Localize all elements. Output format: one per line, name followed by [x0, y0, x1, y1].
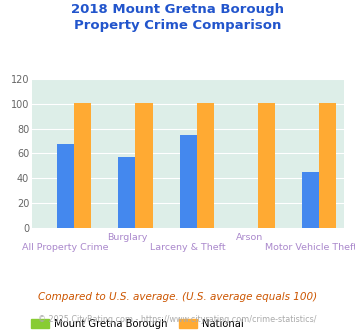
Text: Burglary: Burglary — [107, 233, 147, 242]
Text: 2018 Mount Gretna Borough
Property Crime Comparison: 2018 Mount Gretna Borough Property Crime… — [71, 3, 284, 32]
Bar — [258, 103, 275, 228]
Bar — [319, 103, 337, 228]
Text: © 2025 CityRating.com - https://www.cityrating.com/crime-statistics/: © 2025 CityRating.com - https://www.city… — [38, 315, 317, 324]
Bar — [180, 135, 197, 228]
Bar — [57, 144, 74, 228]
Bar — [197, 103, 214, 228]
Text: Arson: Arson — [236, 233, 263, 242]
Text: Larceny & Theft: Larceny & Theft — [150, 243, 226, 251]
Bar — [74, 103, 91, 228]
Text: All Property Crime: All Property Crime — [22, 243, 109, 251]
Text: Motor Vehicle Theft: Motor Vehicle Theft — [265, 243, 355, 251]
Bar — [302, 172, 319, 228]
Bar — [118, 157, 136, 228]
Text: Compared to U.S. average. (U.S. average equals 100): Compared to U.S. average. (U.S. average … — [38, 292, 317, 302]
Bar — [136, 103, 153, 228]
